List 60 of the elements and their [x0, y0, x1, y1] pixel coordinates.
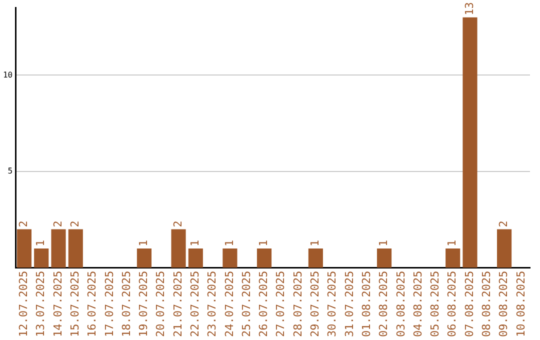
data-label: 2	[171, 220, 184, 228]
x-tick-label: 27.07.2025	[274, 270, 288, 338]
x-tick-label: 03.08.2025	[394, 270, 408, 338]
bar	[256, 248, 272, 268]
data-label: 2	[68, 220, 82, 228]
data-label: 2	[17, 220, 30, 228]
x-tick-label: 23.07.2025	[206, 270, 219, 338]
x-tick-label: 24.07.2025	[222, 270, 236, 338]
x-tick-label: 15.07.2025	[68, 270, 82, 338]
x-tick-label: 16.07.2025	[86, 270, 99, 338]
bar	[222, 248, 238, 268]
data-label: 13	[462, 2, 476, 16]
x-tick-label: 21.07.2025	[171, 270, 184, 338]
x-tick-label: 29.07.2025	[308, 270, 322, 338]
x-tick-label: 05.08.2025	[428, 270, 442, 338]
data-label: 1	[308, 240, 322, 247]
x-tick-label: 31.07.2025	[342, 270, 356, 338]
x-tick-label: 20.07.2025	[154, 270, 168, 338]
bar	[446, 248, 460, 268]
data-label: 1	[446, 240, 459, 247]
x-tick-label: 04.08.2025	[411, 270, 424, 338]
data-label: 2	[497, 220, 510, 228]
x-tick-label: 10.08.2025	[514, 270, 528, 338]
x-tick-label: 30.07.2025	[326, 270, 339, 338]
x-tick-label: 07.08.2025	[462, 270, 476, 338]
x-tick-label: 12.07.2025	[17, 270, 30, 338]
bar	[308, 248, 323, 268]
bar	[496, 229, 512, 268]
data-label: 1	[377, 240, 390, 247]
x-tick-label: 26.07.2025	[257, 270, 270, 338]
data-label: 2	[51, 220, 64, 228]
data-label: 1	[137, 240, 150, 247]
x-tick-label: 17.07.2025	[102, 270, 116, 338]
x-tick-label: 08.08.2025	[480, 270, 493, 338]
y-tick-label: 10	[2, 70, 13, 80]
bar	[51, 229, 66, 268]
x-tick-label: 13.07.2025	[34, 270, 48, 338]
bar	[16, 229, 32, 268]
x-tick-label: 02.08.2025	[377, 270, 390, 338]
x-tick-label: 14.07.2025	[51, 270, 64, 338]
bar	[171, 229, 186, 268]
data-label: 1	[34, 240, 48, 247]
data-label: 1	[188, 240, 202, 247]
bar	[136, 248, 152, 268]
bar	[68, 229, 83, 268]
x-tick-label: 19.07.2025	[137, 270, 150, 338]
x-tick-label: 25.07.2025	[240, 270, 253, 338]
x-tick-label: 09.08.2025	[497, 270, 510, 338]
bar	[188, 248, 203, 268]
bar	[376, 248, 392, 268]
bar	[34, 248, 49, 268]
y-tick-label: 5	[8, 166, 13, 176]
x-tick-label: 28.07.2025	[291, 270, 304, 338]
x-tick-label: 01.08.2025	[360, 270, 373, 338]
data-label: 1	[257, 240, 270, 247]
bar	[462, 17, 478, 268]
x-tick-label: 06.08.2025	[446, 270, 459, 338]
x-tick-label: 22.07.2025	[188, 270, 202, 338]
data-label: 1	[222, 240, 236, 247]
x-tick-label: 18.07.2025	[120, 270, 133, 338]
